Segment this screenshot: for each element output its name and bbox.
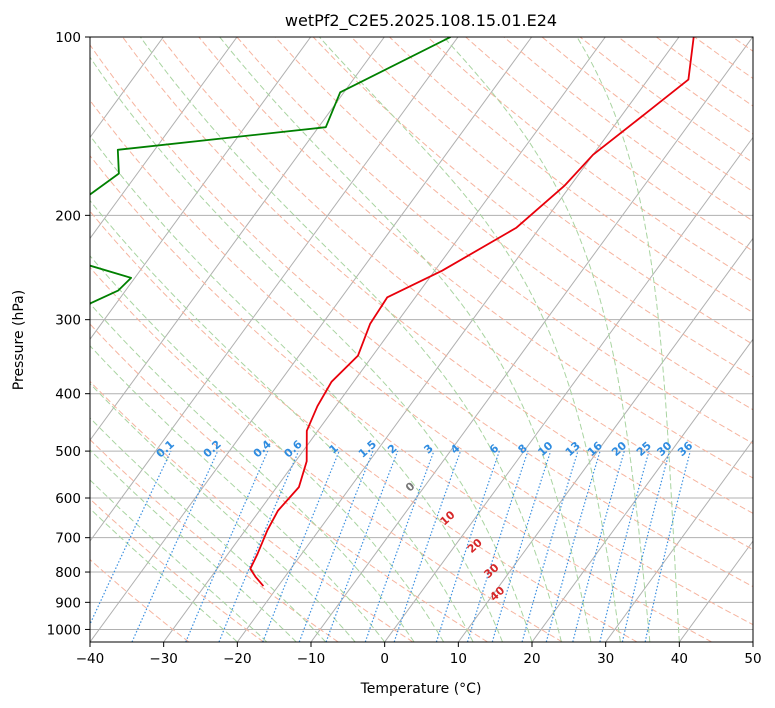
dry-adiabat-line: [90, 44, 753, 588]
dry-adiabat-line: [90, 154, 712, 642]
isotherm-line: [90, 37, 238, 240]
x-axis-ticks: −40 −30 −20 −10 0 10 20 30 40 50: [76, 642, 762, 667]
y-tick-label: 700: [55, 531, 81, 547]
mixing-ratio-line: [364, 450, 435, 642]
mixing-ratio-lines: [90, 450, 691, 642]
dry-adiabat-line: [90, 380, 414, 642]
x-tick-label: −10: [297, 651, 326, 667]
isotherm-line: [457, 237, 753, 642]
mixing-ratio-line: [435, 450, 500, 642]
dry-adiabat-line: [90, 558, 190, 642]
mixing-ratio-line: [644, 450, 691, 642]
moist-adiabat-line: [139, 37, 562, 642]
moist-adiabat-line: [90, 302, 415, 642]
dry-adiabat-line: [198, 37, 753, 479]
isotherm-line: [236, 37, 680, 642]
moist-adiabat-line: [90, 255, 445, 642]
dry-adiabat-line: [90, 99, 753, 626]
chart-title: wetPf2_C2E5.2025.108.15.01.E24: [285, 11, 557, 31]
x-tick-label: 30: [597, 651, 614, 667]
y-axis-ticks: 100 200 300 400 500 600 700 800 900 1000: [47, 30, 90, 638]
moist-adiabat-line: [90, 382, 356, 642]
y-axis-label: Pressure (hPa): [11, 290, 27, 390]
mixing-ratio-line: [218, 450, 300, 642]
y-tick-label: 800: [55, 565, 81, 581]
mixing-ratio-line: [521, 450, 579, 642]
moist-adiabat-line: [90, 479, 268, 642]
pressure-gridlines: [90, 37, 753, 630]
y-tick-label: 1000: [47, 622, 81, 638]
mixing-ratio-line: [572, 450, 625, 642]
x-tick-label: −20: [223, 651, 252, 667]
y-tick-label: 100: [55, 30, 81, 46]
moist-adiabats: [90, 37, 680, 642]
y-tick-label: 600: [55, 491, 81, 507]
isotherm-line: [90, 37, 459, 542]
x-tick-label: 0: [380, 651, 389, 667]
mixing-ratio-line: [262, 450, 340, 642]
x-tick-label: 40: [671, 651, 688, 667]
mixing-ratio-line: [545, 450, 601, 642]
mixing-ratio-line: [621, 450, 671, 642]
mixing-ratio-line: [298, 450, 374, 642]
plot-frame: [89, 36, 754, 643]
mixing-ratio-line: [131, 450, 219, 642]
sounding-line: [249, 37, 695, 587]
x-tick-label: 10: [450, 651, 467, 667]
moist-adiabat-line: [443, 37, 651, 642]
moist-adiabat-line: [576, 37, 680, 642]
moist-adiabat-line: [90, 449, 297, 642]
moist-adiabat-line: [90, 56, 533, 642]
isotherm-line: [90, 37, 312, 341]
mixing-ratio-line: [90, 450, 172, 626]
sounding-line: [90, 37, 452, 305]
mixing-ratio-line: [466, 450, 529, 642]
dry-adiabat-line: [389, 37, 753, 314]
y-tick-label: 300: [55, 313, 81, 329]
dry-adiabat-line: [312, 37, 753, 378]
skewed-isotherms: [90, 37, 753, 642]
mixing-ratio-line: [185, 450, 269, 642]
mixing-ratio-line: [393, 450, 462, 642]
dry-adiabat-line: [90, 266, 563, 642]
isotherm-line: [90, 37, 533, 642]
dry-adiabat-line: [90, 438, 339, 642]
mixing-ratio-line: [491, 450, 552, 642]
x-tick-label: 50: [744, 651, 761, 667]
dry-adiabat-line: [236, 37, 753, 445]
isotherm-line: [163, 37, 606, 642]
dry-adiabat-line: [90, 323, 488, 642]
y-tick-label: 900: [55, 595, 81, 611]
isotherm-line: [90, 37, 385, 442]
x-axis-label: Temperature (°C): [360, 681, 482, 697]
dry-adiabats: [90, 37, 753, 642]
sounding-series: [90, 37, 695, 587]
x-tick-label: −40: [76, 651, 105, 667]
y-tick-label: 200: [55, 208, 81, 224]
mixing-ratio-line: [325, 450, 399, 642]
moist-adiabat-line: [90, 199, 474, 642]
dry-adiabat-line: [122, 37, 753, 551]
moist-adiabat-line: [319, 37, 621, 642]
x-tick-label: −30: [149, 651, 178, 667]
dry-adiabat-line: [90, 210, 638, 642]
moist-adiabat-line: [90, 345, 386, 642]
moist-adiabat-line: [90, 417, 327, 642]
moist-adiabat-line: [90, 507, 238, 642]
x-tick-label: 20: [523, 651, 540, 667]
y-tick-label: 400: [55, 387, 81, 403]
y-tick-label: 500: [55, 444, 81, 460]
isotherm-line: [605, 439, 753, 642]
moist-adiabat-line: [90, 134, 503, 642]
